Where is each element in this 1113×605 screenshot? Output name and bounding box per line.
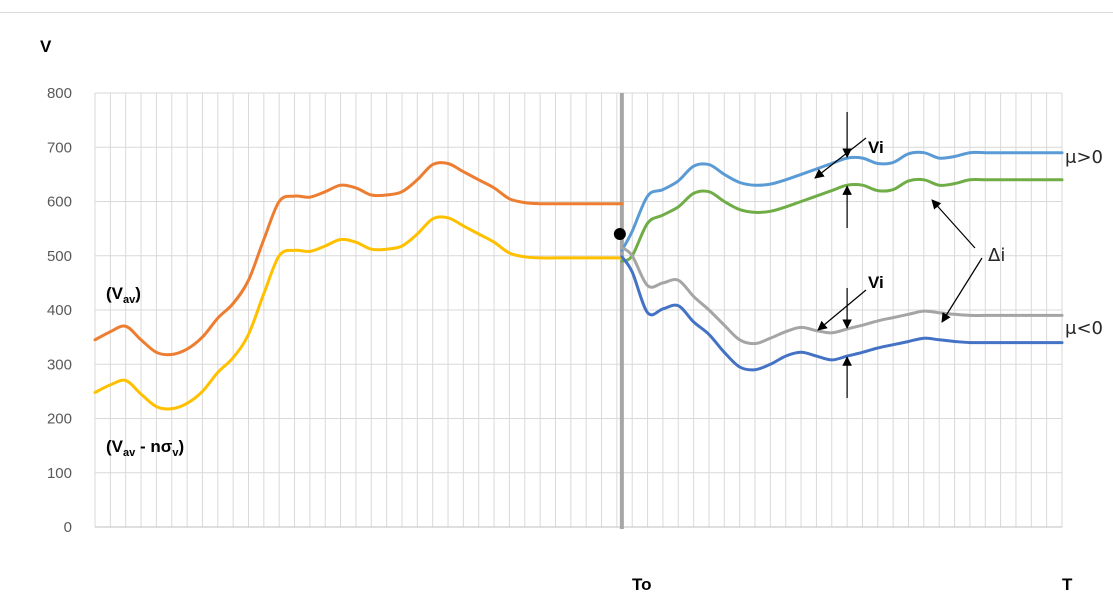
y-tick-label: 500	[47, 248, 72, 265]
x-label-to: To	[632, 575, 652, 594]
y-tick-label: 700	[47, 139, 72, 156]
vi-top-pointer	[814, 137, 867, 179]
grid	[94, 92, 1063, 527]
series-line-2	[620, 150, 1064, 252]
y-tick-label: 0	[64, 519, 72, 536]
mu-negative-label: μ<0	[1065, 318, 1103, 339]
y-tick-label: 800	[47, 85, 72, 102]
series-line-0	[93, 161, 624, 357]
series-line-3	[620, 177, 1064, 263]
vi-bottom-pointer	[817, 289, 867, 331]
vav-sigma-label: (Vav - nσv)	[106, 437, 184, 459]
vav-label: (Vav)	[106, 284, 141, 306]
t0-marker-dot	[613, 228, 626, 241]
x-label-t: T	[1062, 575, 1073, 594]
y-tick-label: 100	[47, 465, 72, 482]
delta-pointer-lower	[941, 257, 983, 323]
delta-i-label: Δi	[988, 245, 1005, 266]
series-layer	[93, 150, 1064, 411]
series-line-1	[93, 215, 624, 411]
vi-top-label: Vi	[868, 138, 884, 157]
delta-pointer-upper	[931, 199, 976, 249]
series-line-4	[620, 246, 1064, 346]
top-border	[0, 12, 1113, 13]
vi-bottom-label: Vi	[868, 273, 884, 292]
y-tick-label: 600	[47, 194, 72, 211]
y-axis-ticks: 0 100 200 300 400 500 600 700 800	[47, 85, 72, 536]
series-line-5	[620, 255, 1064, 372]
mu-positive-label: μ>0	[1065, 147, 1103, 168]
y-axis-label: V	[40, 37, 52, 56]
annotation-arrows	[814, 112, 983, 398]
y-tick-label: 300	[47, 356, 72, 373]
y-tick-label: 200	[47, 411, 72, 428]
y-tick-label: 400	[47, 302, 72, 319]
